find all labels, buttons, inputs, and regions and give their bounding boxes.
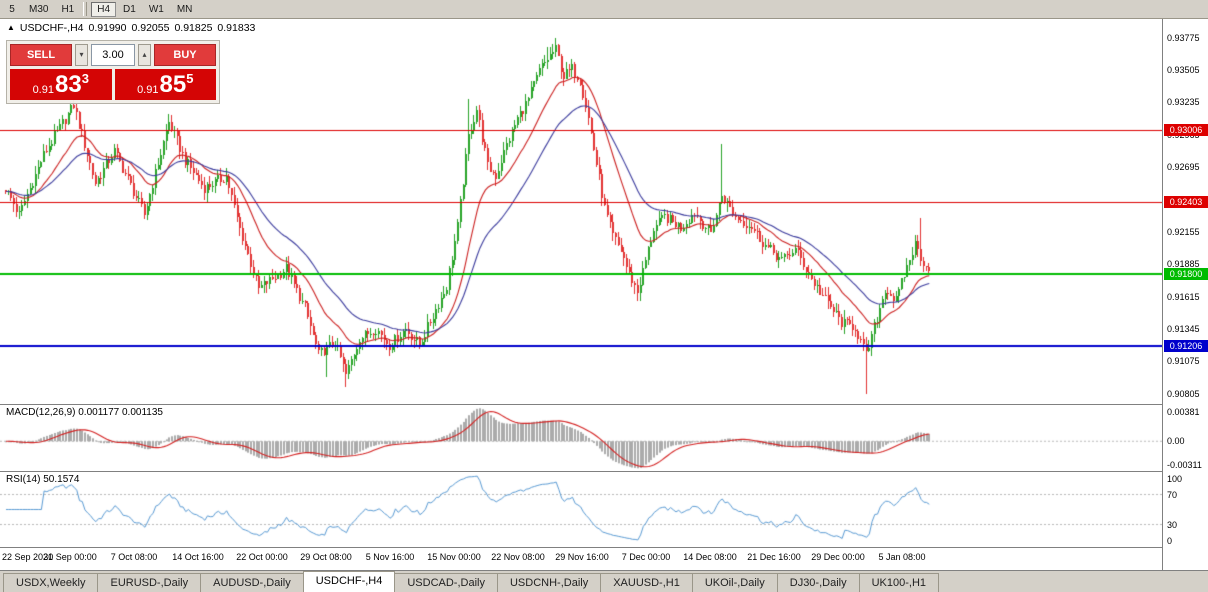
volume-decrease-button[interactable]: ▾	[75, 44, 88, 66]
chart-symbol-marker-icon: ▲	[7, 23, 15, 32]
buy-button[interactable]: BUY	[154, 44, 216, 66]
time-axis-label: 29 Oct 08:00	[300, 552, 352, 562]
rsi-axis-label: 100	[1167, 474, 1183, 484]
timeframe-button-w1[interactable]: W1	[148, 3, 164, 15]
chevron-up-icon: ▴	[142, 50, 147, 59]
time-axis[interactable]: 22 Sep 2021 30 Sep 00:00 7 Oct 08:00 14 Oct…	[0, 548, 1162, 570]
price-axis-label: 0.91075	[1167, 356, 1200, 367]
price-tag: 0.93006	[1164, 123, 1208, 136]
chart-tab-uk100-h1[interactable]: UK100-,H1	[858, 573, 940, 592]
time-axis-label: 14 Oct 16:00	[172, 552, 224, 562]
panel-separator[interactable]	[0, 471, 1208, 472]
time-axis-label: 22 Oct 00:00	[236, 552, 288, 562]
chart-tabs-bar: USDX,Weekly EURUSD-,Daily AUDUSD-,Daily USD…	[0, 570, 1208, 592]
price-axis-label: 0.92695	[1167, 162, 1200, 173]
time-axis-label: 29 Dec 00:00	[811, 552, 865, 562]
timeframe-button-mn[interactable]: MN	[176, 3, 193, 15]
rsi-indicator-label: RSI(14) 50.1574	[6, 474, 80, 485]
price-axis-label: 0.91345	[1167, 324, 1200, 335]
timeframe-button-d1[interactable]: D1	[123, 3, 136, 15]
chart-tab-usdcnh-daily[interactable]: USDCNH-,Daily	[496, 573, 602, 592]
chart-tab-ukoil-daily[interactable]: UKOil-,Daily	[691, 573, 778, 592]
chart-symbol-title: USDCHF-,H4	[19, 22, 84, 34]
panel-separator[interactable]	[0, 404, 1208, 405]
rsi-axis-label: 30	[1167, 519, 1178, 530]
time-axis-label: 14 Dec 08:00	[683, 552, 737, 562]
time-axis-label: 21 Dec 16:00	[747, 552, 801, 562]
price-axis-label: 0.91885	[1167, 259, 1200, 270]
macd-axis-label: 0.00381	[1167, 407, 1200, 417]
time-axis-label: 29 Nov 16:00	[555, 552, 609, 562]
ohlc-low: 0.91825	[174, 22, 213, 34]
rsi-axis-label: 70	[1167, 489, 1178, 500]
volume-increase-button[interactable]: ▴	[138, 44, 151, 66]
sell-price-prefix: 0.91	[32, 84, 54, 96]
price-axis[interactable]: 0.937750.935050.932350.929650.926950.924…	[1162, 19, 1208, 570]
buy-price-pip: 5	[186, 71, 194, 86]
sell-price-display[interactable]: 0.91 83 3	[10, 69, 112, 100]
chevron-down-icon: ▾	[79, 50, 84, 59]
chart-info-line: ▲ USDCHF-,H4 0.91990 0.92055 0.91825 0.91833	[7, 22, 260, 34]
time-axis-label: 15 Nov 00:00	[427, 552, 481, 562]
buy-price-main: 85	[159, 71, 187, 98]
sell-button[interactable]: SELL	[10, 44, 72, 66]
macd-indicator-canvas[interactable]	[0, 405, 1162, 471]
timeframe-toolbar: 5 M30 H1 H4 D1 W1 MN	[0, 0, 1208, 19]
macd-axis-label: -0.00311	[1167, 460, 1202, 470]
price-axis-label: 0.92155	[1167, 226, 1200, 237]
chart-tab-dj30-daily[interactable]: DJ30-,Daily	[776, 573, 860, 592]
timeframe-button-5[interactable]: 5	[9, 3, 15, 15]
time-axis-label: 5 Jan 08:00	[878, 552, 926, 562]
time-axis-label: 22 Nov 08:00	[491, 552, 545, 562]
macd-indicator-label: MACD(12,26,9) 0.001177 0.001135	[6, 407, 163, 418]
buy-price-display[interactable]: 0.91 85 5	[114, 69, 216, 100]
buy-price-prefix: 0.91	[137, 84, 159, 96]
price-axis-label: 0.93505	[1167, 64, 1200, 75]
time-axis-label: 7 Oct 08:00	[110, 552, 158, 562]
sell-price-pip: 3	[81, 71, 89, 86]
chart-tab-usdx-weekly[interactable]: USDX,Weekly	[3, 573, 99, 592]
timeframe-button-m30[interactable]: M30	[29, 3, 49, 15]
one-click-trading-panel: SELL ▾ 3.00 ▴ BUY 0.91 83 3 0.91 85 5	[6, 40, 220, 104]
timeframe-button-h1[interactable]: H1	[61, 3, 75, 15]
rsi-axis-label: 0	[1167, 536, 1173, 546]
toolbar-separator	[83, 2, 88, 16]
price-axis-label: 0.93775	[1167, 32, 1200, 43]
time-axis-label: 30 Sep 00:00	[43, 552, 97, 562]
chart-tab-xauusd-h1[interactable]: XAUUSD-,H1	[600, 573, 693, 592]
timeframe-button-h4[interactable]: H4	[91, 1, 117, 17]
chart-tab-eurusd-daily[interactable]: EURUSD-,Daily	[97, 573, 202, 592]
ohlc-high: 0.92055	[131, 22, 170, 34]
price-tag: 0.92403	[1164, 196, 1208, 209]
ohlc-open: 0.91990	[88, 22, 127, 34]
volume-input[interactable]: 3.00	[91, 44, 135, 66]
time-axis-label: 5 Nov 16:00	[365, 552, 415, 562]
chart-window-usdchf-h4: 0.937750.935050.932350.929650.926950.924…	[0, 19, 1208, 570]
rsi-indicator-canvas[interactable]	[0, 472, 1162, 547]
chart-tab-audusd-daily[interactable]: AUDUSD-,Daily	[200, 573, 304, 592]
sell-price-main: 83	[54, 71, 82, 98]
price-axis-label: 0.90805	[1167, 388, 1200, 399]
price-tag: 0.91206	[1164, 339, 1208, 352]
time-axis-label: 7 Dec 00:00	[621, 552, 671, 562]
time-axis-label: 22 Sep 2021	[2, 552, 54, 562]
ohlc-close: 0.91833	[217, 22, 256, 34]
panel-separator	[0, 547, 1208, 548]
price-tag: 0.91800	[1164, 268, 1208, 281]
price-axis-label: 0.91615	[1167, 291, 1200, 302]
chart-tab-usdchf-h4[interactable]: USDCHF-,H4	[302, 571, 396, 592]
macd-axis-label: 0.00	[1167, 436, 1185, 447]
chart-tab-usdcad-daily[interactable]: USDCAD-,Daily	[394, 573, 498, 592]
price-axis-label: 0.93235	[1167, 97, 1200, 108]
